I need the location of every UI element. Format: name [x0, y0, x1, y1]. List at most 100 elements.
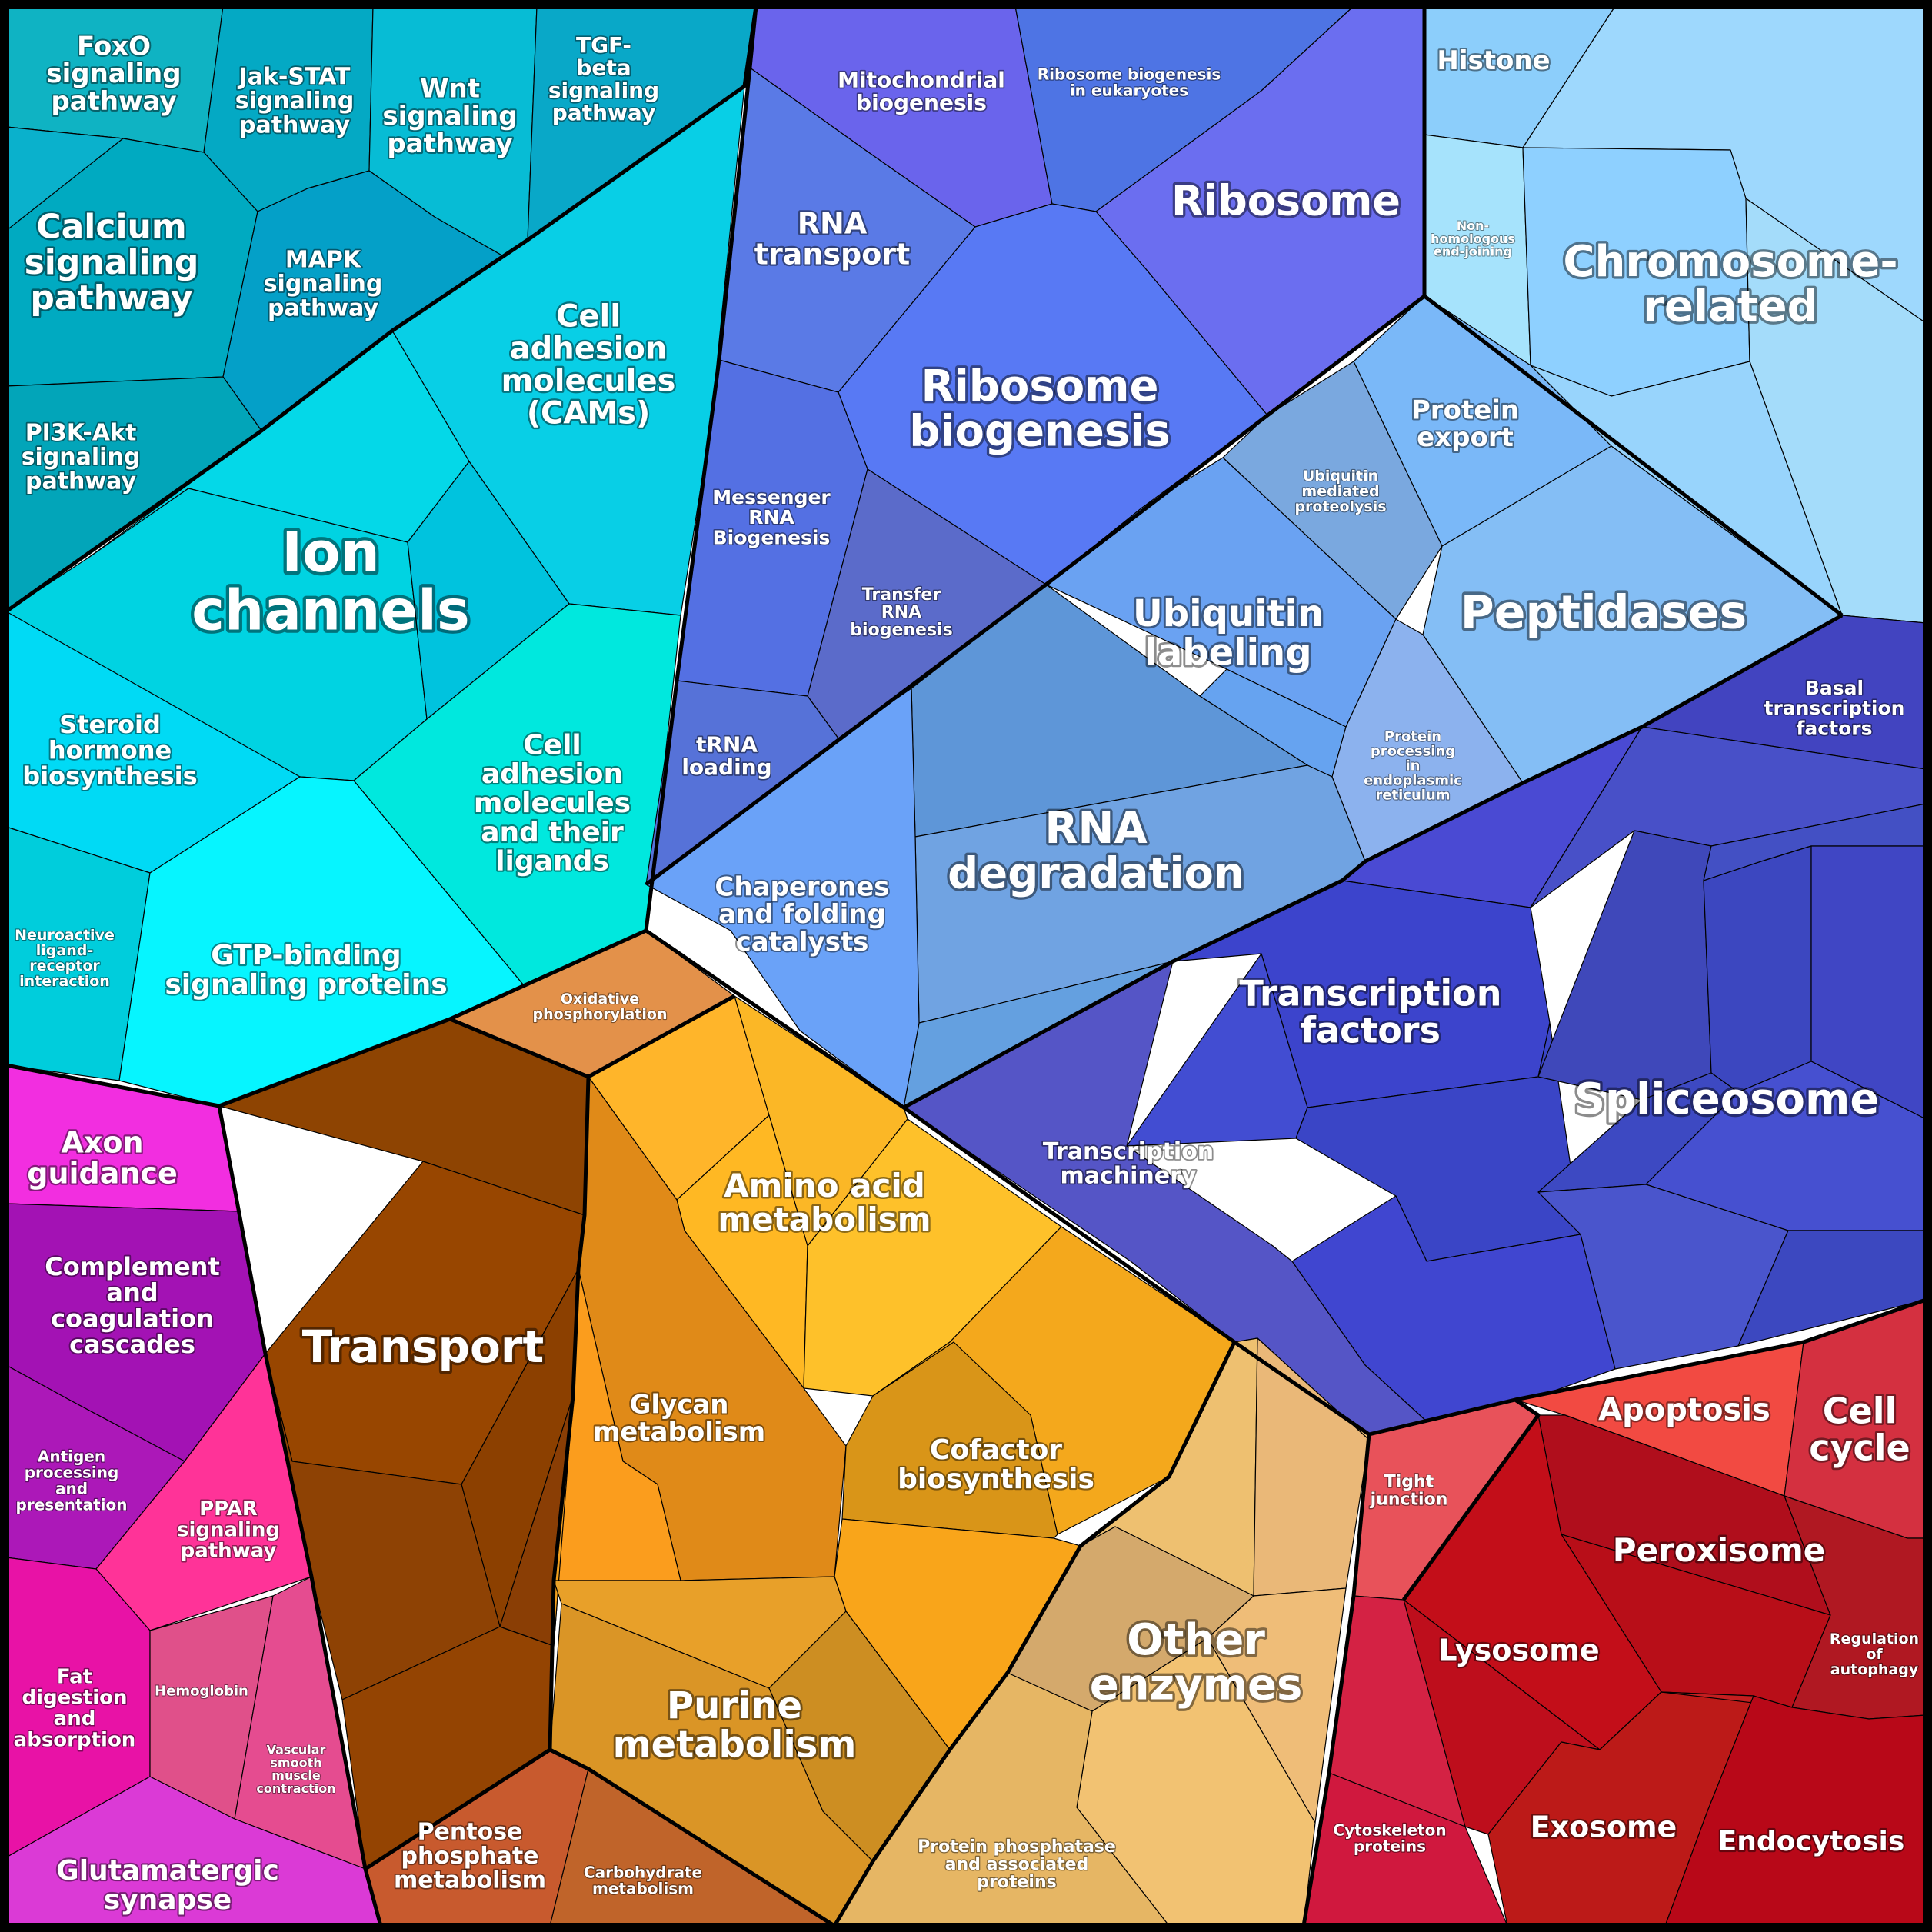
label-line: muscle: [271, 1768, 321, 1783]
label-line: Jak-STAT: [238, 63, 351, 90]
label-line: Cell: [1823, 1390, 1897, 1431]
label-line: export: [1417, 422, 1514, 453]
label-line: hormone: [48, 736, 172, 765]
label-line: factors: [1797, 717, 1873, 739]
label-line: Other: [1127, 1615, 1265, 1665]
border-ribosome-proteo: [645, 294, 1844, 886]
label-line: pathway: [25, 468, 136, 495]
label-line: signaling proteins: [165, 969, 447, 1001]
label-line: metabolism: [592, 1880, 694, 1898]
border-enzymes-cellular: [1301, 1434, 1371, 1927]
label-line: Steroid: [59, 710, 161, 739]
border-signaling-channels: [5, 5, 758, 614]
label-line: factors: [1301, 1010, 1441, 1051]
label-line: Ubiquitin: [1303, 468, 1378, 485]
label-axon: Axon guidance: [27, 1126, 177, 1191]
label-neuroactive: Neuroactive ligand-receptor interaction: [15, 927, 115, 990]
label-line: Messenger: [712, 486, 831, 508]
label-line: Vascular: [267, 1743, 326, 1757]
label-line: TGF-: [576, 32, 631, 58]
label-line: signaling: [382, 101, 517, 132]
label-line: ligand-: [36, 942, 93, 959]
label-line: Protein: [1411, 395, 1519, 425]
label-protein-phosphatase: Protein phosphatase and associated protein…: [918, 1837, 1116, 1892]
label-autophagy: Regulation of autophagy: [1830, 1631, 1919, 1678]
label-line: presentation: [16, 1496, 128, 1514]
label-line: adhesion: [510, 331, 668, 366]
label-ribosome: Ribosome: [1171, 176, 1401, 225]
label-line: PI3K-Akt: [25, 419, 137, 446]
label-line: Cytoskeleton: [1333, 1821, 1446, 1840]
label-line: Purine: [667, 1684, 802, 1727]
label-line: loading: [681, 754, 771, 780]
label-line: and associated: [945, 1855, 1089, 1874]
label-transfer-rna: Transfer RNA biogenesis: [850, 585, 952, 640]
label-line: enzymes: [1090, 1661, 1303, 1710]
label-line: RNA: [798, 207, 868, 241]
label-line: and their: [481, 817, 624, 848]
label-line: transcription: [1764, 697, 1905, 719]
label-cams: Cell adhesion molecules (CAMs): [501, 298, 676, 431]
label-line: catalysts: [736, 927, 869, 958]
label-carbohydrate: Carbohydrate metabolism: [584, 1864, 702, 1898]
label-line: GTP-binding: [211, 940, 401, 971]
label-line: machinery: [1061, 1163, 1197, 1190]
label-line: PPAR: [199, 1497, 258, 1521]
label-histone: Histone: [1437, 45, 1550, 76]
label-line: pathway: [181, 1540, 277, 1563]
label-line: Glycan: [629, 1389, 728, 1420]
border-transport-right: [548, 1076, 836, 1928]
label-complement: Complement and coagulation cascades: [45, 1252, 220, 1359]
label-line: biosynthesis: [22, 761, 197, 791]
region-proteolysis: [645, 295, 1843, 1108]
label-oxidative: Oxidative phosphorylation: [533, 991, 668, 1023]
label-chromosome: Chromosome-related: [1563, 237, 1897, 332]
label-glutamatergic: Glutamatergic synapse: [56, 1855, 279, 1916]
label-line: Oxidative: [561, 991, 639, 1008]
label-line: transport: [754, 238, 910, 271]
label-line: phosphate: [401, 1843, 538, 1870]
label-chaperones: Chaperones and folding catalysts: [715, 872, 889, 958]
label-line: signaling: [25, 243, 199, 282]
label-line: signaling: [264, 271, 383, 298]
label-line: of: [1866, 1646, 1883, 1663]
label-line: metabolism: [593, 1417, 765, 1447]
label-line: Cofactor: [930, 1434, 1062, 1466]
border-metab-top: [645, 928, 1371, 1437]
label-line: Exosome: [1531, 1810, 1677, 1844]
label-line: Wnt: [420, 74, 480, 105]
label-line: Calcium: [36, 208, 186, 247]
label-cytoskeleton: Cytoskeleton proteins: [1333, 1821, 1446, 1856]
label-line: and: [54, 1707, 96, 1730]
label-jak-stat: Jak-STAT signaling pathway: [235, 63, 355, 138]
label-transcription-factors: Transcription factors: [1240, 972, 1502, 1051]
label-line: Antigen: [38, 1447, 105, 1466]
label-ion-channels: Ion channels: [192, 520, 469, 643]
label-basal: Basal transcription factors: [1764, 677, 1905, 740]
label-other-enzymes: Other enzymes: [1090, 1615, 1303, 1710]
label-line: Transcription: [1043, 1138, 1214, 1165]
label-line: processing: [1371, 744, 1455, 760]
label-line: Ribosome: [921, 361, 1158, 411]
label-line: receptor: [29, 958, 100, 974]
label-rna-transport: RNA transport: [754, 207, 910, 271]
region-chromosome: [1424, 5, 1927, 624]
label-ubiquitin-mediated: Ubiquitin mediated proteolysis: [1294, 468, 1386, 515]
label-line: proteins: [1354, 1837, 1426, 1856]
label-line: Ribosome: [1171, 176, 1401, 225]
label-ribo-biogenesis: Ribosome biogenesis: [909, 361, 1171, 457]
label-line: Chaperones: [715, 872, 889, 903]
label-line: contraction: [256, 1781, 335, 1796]
label-line: Fat: [57, 1665, 92, 1688]
label-line: Apoptosis: [1598, 1392, 1770, 1427]
label-line: guidance: [27, 1157, 177, 1191]
label-line: Amino acid: [724, 1167, 925, 1204]
label-mapk: MAPK signaling pathway: [264, 246, 383, 321]
label-line: (CAMs): [527, 395, 651, 431]
label-line: signaling: [46, 58, 181, 89]
label-line: signaling: [22, 444, 141, 471]
label-transcription-machinery: Transcription machinery: [1043, 1138, 1214, 1190]
label-rna-degradation: RNA degradation: [948, 804, 1244, 899]
label-line: pathway: [268, 295, 378, 321]
label-line: MAPK: [285, 246, 362, 273]
